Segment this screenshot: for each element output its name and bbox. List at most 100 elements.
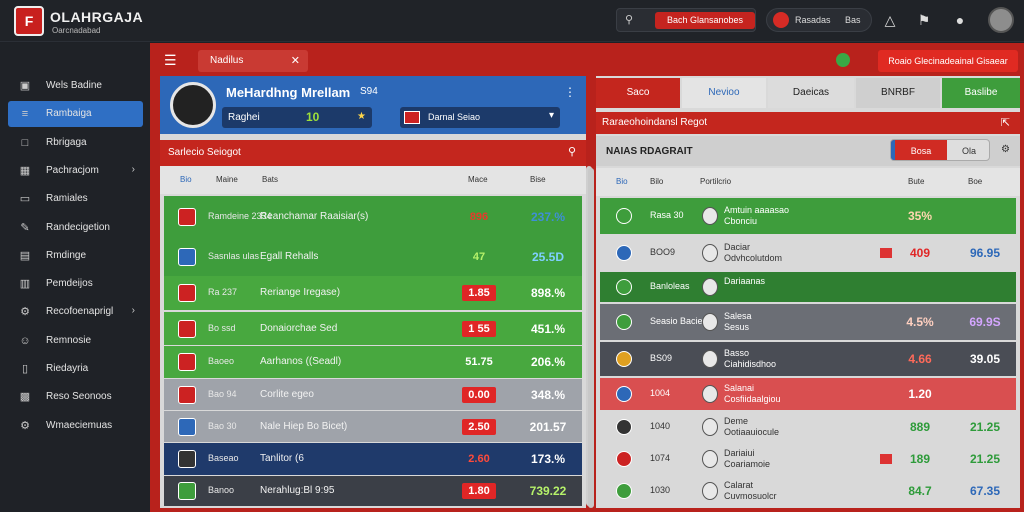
tab-saco[interactable]: Saco [596,78,680,108]
sidebar-item[interactable]: ☺ Remnosie [8,328,143,354]
sidebar-item-label: Reso Seonoos [46,391,112,403]
row-rate: 4.66 [908,352,932,366]
table-row[interactable]: 1074 Dariaiui Coariamoie 189 21.25 [600,444,1016,474]
row-percent: 206.% [530,355,566,369]
table-row[interactable]: Bo ssd Donaiorchae Sed 1 55 451.% [164,312,582,345]
column-header[interactable]: Boe [968,177,983,186]
row-code: Rasa 30 [650,210,684,220]
jersey-icon[interactable]: △ [884,12,896,28]
row-value: 21.25 [969,420,1001,434]
column-header[interactable]: Bilo [650,177,664,186]
sidebar-item[interactable]: ▭ Ramiales [8,186,143,212]
table-row[interactable]: Seasio Bacieas Salesa Sesus 4.5% 69.9S [600,304,1016,340]
settings-icon[interactable]: ⚙ [1001,144,1010,155]
column-header[interactable]: Bute [908,177,925,186]
table-row[interactable]: Banoo Nerahlug:Bl 9:95 1.80 739.22 [164,476,582,506]
tab-open[interactable]: Nadilus ✕ [198,50,308,72]
segment-b[interactable]: Ola [961,146,976,156]
search-icon[interactable]: ⚲ [567,146,576,158]
table-row[interactable]: BS09 Basso Ciahidisdhoo 4.66 39.05 [600,342,1016,376]
column-header[interactable]: Portilcrio [700,177,732,186]
column-header[interactable]: Bats [262,175,279,184]
tab-bnrbf[interactable]: BNRBF [856,78,940,108]
table-row[interactable]: BOO9 Daciar Odvhcolutdom 409 96.95 [600,236,1016,270]
sidebar-item[interactable]: ▯ Riedayria [8,356,143,382]
top-search[interactable]: ⚲ Bach Glansanobes [616,8,756,32]
segmented-control[interactable]: Bosa Ola [890,139,990,161]
sidebar-item[interactable]: ▦ Pachracjom › [8,158,143,184]
row-value: 69.9S [969,315,1001,329]
table-row[interactable]: Bao 30 Nale Hiep Bo Bicet) 2.50 201.57 [164,411,582,442]
search-icon[interactable]: ⚲ [625,14,634,26]
table-row[interactable]: Baseao Tanlitor (6 2.60 173.% [164,443,582,475]
sidebar-item[interactable]: ▣ Wels Badine [8,73,143,99]
row-name: Nale Hiep Bo Bicet) [260,420,348,432]
table-row[interactable]: Bao 94 Corlite egeo 0.00 348.% [164,379,582,410]
player-avatar-icon [702,207,718,225]
row-rate: 47 [472,251,486,263]
row-name: Basso Ciahidisdhoo [724,348,777,369]
sidebar-item-label: Pachracjom [46,164,99,176]
table-row[interactable]: 1040 Deme Ootiaauiocule 889 21.25 [600,412,1016,442]
column-header[interactable]: Bise [530,175,546,184]
more-icon[interactable]: ⋮ [564,85,576,99]
player-card: MeHardhng Mrellam S94 ⋮ Raghei 10 ★ Darn… [160,76,586,134]
player-avatar-icon [702,385,718,403]
table-row[interactable]: Ra 237 Reriange Iregase) 1.85 898.% [164,276,582,310]
sidebar-item[interactable]: ≡ Rambaiga [8,101,143,128]
row-rate: 2.60 [468,453,490,465]
row-name: Dariaiui Coariamoie [724,448,771,469]
segment-a[interactable]: Bosa [891,140,947,160]
flag-icon[interactable]: ⚑ [917,12,931,28]
avatar[interactable] [988,7,1014,33]
row-rate: 35% [907,209,933,223]
sidebar-item-label: Recofoenaprigl [46,306,114,318]
table-row[interactable]: Banloleas Dariaanas [600,272,1016,302]
table-row[interactable]: 1004 Salanai Cosfiidaalgiou 1.20 [600,378,1016,410]
user-icon[interactable]: ● [955,12,965,28]
chevron-down-icon[interactable]: ▾ [548,110,554,121]
column-header[interactable]: Bio [616,177,628,186]
gear-icon: ⚙ [20,419,30,432]
team-select[interactable]: Darnal Seiao ▾ [400,107,560,128]
sidebar-item-label: Remnosie [46,334,92,346]
column-header[interactable]: Bio [180,175,192,184]
expand-icon[interactable]: ⇱ [1000,117,1010,129]
sidebar-item[interactable]: ⚙ Recofoenaprigl › [8,299,143,325]
sidebar-item[interactable]: □ Rbrigaga [8,130,143,156]
sidebar-item[interactable]: ⚙ Wmaeciemuas [8,413,143,439]
app-title: OLAHRGAJA [50,9,144,25]
menu-icon[interactable]: ☰ [164,52,177,68]
row-percent: 237.% [530,210,566,224]
table-row[interactable]: Ramdeine 2334 Reanchamar Raaisiar(s) 896 23… [164,196,582,238]
top-pill-control[interactable]: Rasadas Bas [766,8,872,32]
close-icon[interactable]: ✕ [290,55,300,67]
tab-daeicas[interactable]: Daeicas [768,78,854,108]
table-row[interactable]: 1030 Calarat Cuvmosuolcr 84.7 67.35 [600,476,1016,506]
column-header[interactable]: Mace [468,175,488,184]
chevron-right-icon: › [131,305,135,317]
sidebar-item[interactable]: ✎ Randecigetion [8,215,143,241]
live-button[interactable]: Bach Glansanobes [655,12,755,29]
club-crest-icon [178,248,196,266]
row-rate: 889 [909,420,931,434]
table-row[interactable]: Sasnlas ulas Egall Rehalls 47 25.5D [164,238,582,276]
report-subtitle: NAIAS RDAGRAIT [606,146,693,157]
sidebar-item[interactable]: ▤ Rmdinge [8,243,143,269]
app-logo[interactable]: F [14,6,44,36]
row-rate: 1.20 [908,387,932,401]
team-select-value: Darnal Seiao [428,112,481,122]
tab-nevioo[interactable]: Nevioo [682,78,766,108]
column-header[interactable]: Maine [216,175,238,184]
sidebar-item[interactable]: ▥ Pemdeijos [8,271,143,297]
row-percent: 739.22 [529,484,567,498]
table-row[interactable]: Baoeo Aarhanos ((Seadl) 51.75 206.% [164,346,582,378]
sidebar-item[interactable]: ▩ Reso Seonoos [8,384,143,410]
report-subheader: NAIAS RDAGRAIT Bosa Ola ⚙ [596,136,1020,166]
row-rate: 1.80 [462,483,496,499]
tab-baslibe[interactable]: Baslibe [942,78,1020,108]
table-row[interactable]: Rasa 30 Amtuin aaaasao Cbonciu 35% [600,198,1016,234]
row-name: Salanai Cosfiidaalgiou [724,383,781,404]
scrollbar[interactable] [588,168,594,508]
header-action-button[interactable]: Roaio Glecinadeainal Gisaear [878,50,1018,72]
